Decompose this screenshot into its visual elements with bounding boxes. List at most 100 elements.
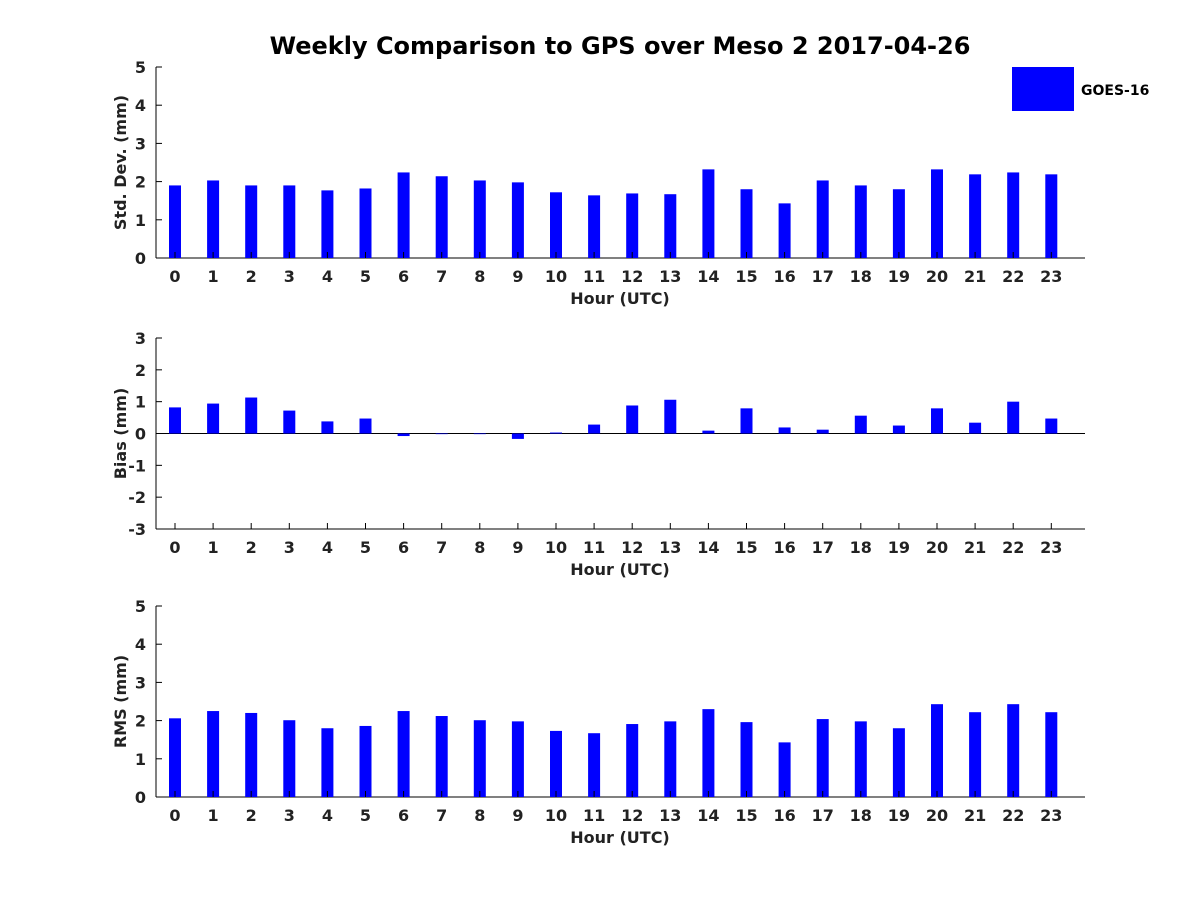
bar-8 — [473, 433, 486, 435]
x-tick-label: 18 — [850, 267, 872, 286]
bar-6 — [397, 172, 410, 258]
x-axis-label: Hour (UTC) — [570, 828, 670, 847]
bar-21 — [969, 712, 982, 797]
x-tick-label: 6 — [398, 267, 409, 286]
x-tick-label: 1 — [208, 538, 219, 557]
x-tick-label: 19 — [888, 806, 910, 825]
x-tick-label: 7 — [436, 538, 447, 557]
bar-11 — [588, 424, 601, 434]
y-tick-label: 5 — [135, 58, 146, 77]
x-tick-label: 9 — [512, 538, 523, 557]
x-tick-label: 3 — [284, 538, 295, 557]
x-axis-label: Hour (UTC) — [570, 289, 670, 308]
x-tick-label: 19 — [888, 538, 910, 557]
x-tick-label: 0 — [169, 538, 180, 557]
bar-2 — [245, 397, 258, 434]
bar-23 — [1045, 174, 1058, 258]
bar-15 — [740, 722, 753, 797]
bar-21 — [969, 174, 982, 258]
x-tick-label: 9 — [512, 806, 523, 825]
x-tick-label: 10 — [545, 538, 567, 557]
x-tick-label: 15 — [735, 538, 757, 557]
y-tick-label: 5 — [135, 597, 146, 616]
x-tick-label: 21 — [964, 806, 986, 825]
bar-18 — [854, 185, 867, 258]
y-tick-label: 2 — [135, 712, 146, 731]
x-tick-label: 2 — [246, 267, 257, 286]
bar-18 — [854, 415, 867, 434]
bar-0 — [169, 407, 181, 434]
bar-16 — [778, 427, 791, 434]
bar-12 — [626, 724, 639, 797]
x-tick-label: 4 — [322, 538, 333, 557]
bar-20 — [931, 704, 943, 797]
bar-1 — [207, 711, 220, 797]
y-tick-label: 1 — [135, 211, 146, 230]
bar-20 — [931, 408, 943, 434]
x-tick-label: 18 — [850, 538, 872, 557]
x-tick-label: 23 — [1040, 806, 1062, 825]
x-tick-label: 21 — [964, 538, 986, 557]
bar-13 — [664, 399, 677, 434]
bar-0 — [169, 718, 181, 797]
x-tick-label: 12 — [621, 267, 643, 286]
bar-23 — [1045, 418, 1058, 434]
x-tick-label: 16 — [773, 806, 795, 825]
bar-4 — [321, 728, 334, 797]
y-tick-label: -3 — [128, 520, 146, 539]
figure-title: Weekly Comparison to GPS over Meso 2 201… — [270, 32, 971, 60]
bar-13 — [664, 194, 677, 258]
x-tick-label: 14 — [697, 538, 719, 557]
bar-6 — [397, 711, 410, 797]
bar-8 — [473, 180, 486, 258]
x-tick-label: 0 — [169, 806, 180, 825]
x-tick-label: 7 — [436, 267, 447, 286]
x-tick-label: 3 — [284, 806, 295, 825]
bar-19 — [892, 425, 905, 434]
x-tick-label: 11 — [583, 267, 605, 286]
bar-7 — [435, 716, 448, 797]
bar-19 — [892, 728, 905, 797]
bar-18 — [854, 721, 867, 797]
x-tick-label: 13 — [659, 538, 681, 557]
x-tick-label: 15 — [735, 806, 757, 825]
y-tick-label: 2 — [135, 361, 146, 380]
bar-12 — [626, 193, 639, 258]
x-tick-label: 17 — [812, 267, 834, 286]
y-tick-label: -2 — [128, 488, 146, 507]
x-tick-label: 2 — [246, 538, 257, 557]
bar-10 — [550, 192, 562, 258]
bar-2 — [245, 712, 258, 797]
y-tick-label: 4 — [135, 635, 146, 654]
x-tick-label: 18 — [850, 806, 872, 825]
y-tick-label: 0 — [135, 249, 146, 268]
x-tick-label: 21 — [964, 267, 986, 286]
x-tick-label: 16 — [773, 538, 795, 557]
bar-21 — [969, 422, 982, 434]
x-tick-label: 13 — [659, 267, 681, 286]
legend: GOES-16 — [1012, 67, 1149, 111]
x-tick-label: 8 — [474, 538, 485, 557]
x-tick-label: 1 — [208, 806, 219, 825]
bar-23 — [1045, 712, 1058, 797]
x-tick-label: 20 — [926, 538, 948, 557]
y-tick-label: 1 — [135, 393, 146, 412]
bar-19 — [892, 189, 905, 258]
bar-3 — [283, 185, 296, 258]
x-tick-label: 12 — [621, 538, 643, 557]
y-tick-label: 4 — [135, 96, 146, 115]
x-tick-label: 0 — [169, 267, 180, 286]
x-tick-label: 10 — [545, 267, 567, 286]
x-tick-label: 20 — [926, 267, 948, 286]
x-tick-label: 8 — [474, 267, 485, 286]
bar-4 — [321, 421, 334, 434]
bar-5 — [359, 725, 372, 797]
bar-1 — [207, 403, 220, 434]
x-tick-label: 5 — [360, 538, 371, 557]
bar-10 — [550, 730, 562, 797]
